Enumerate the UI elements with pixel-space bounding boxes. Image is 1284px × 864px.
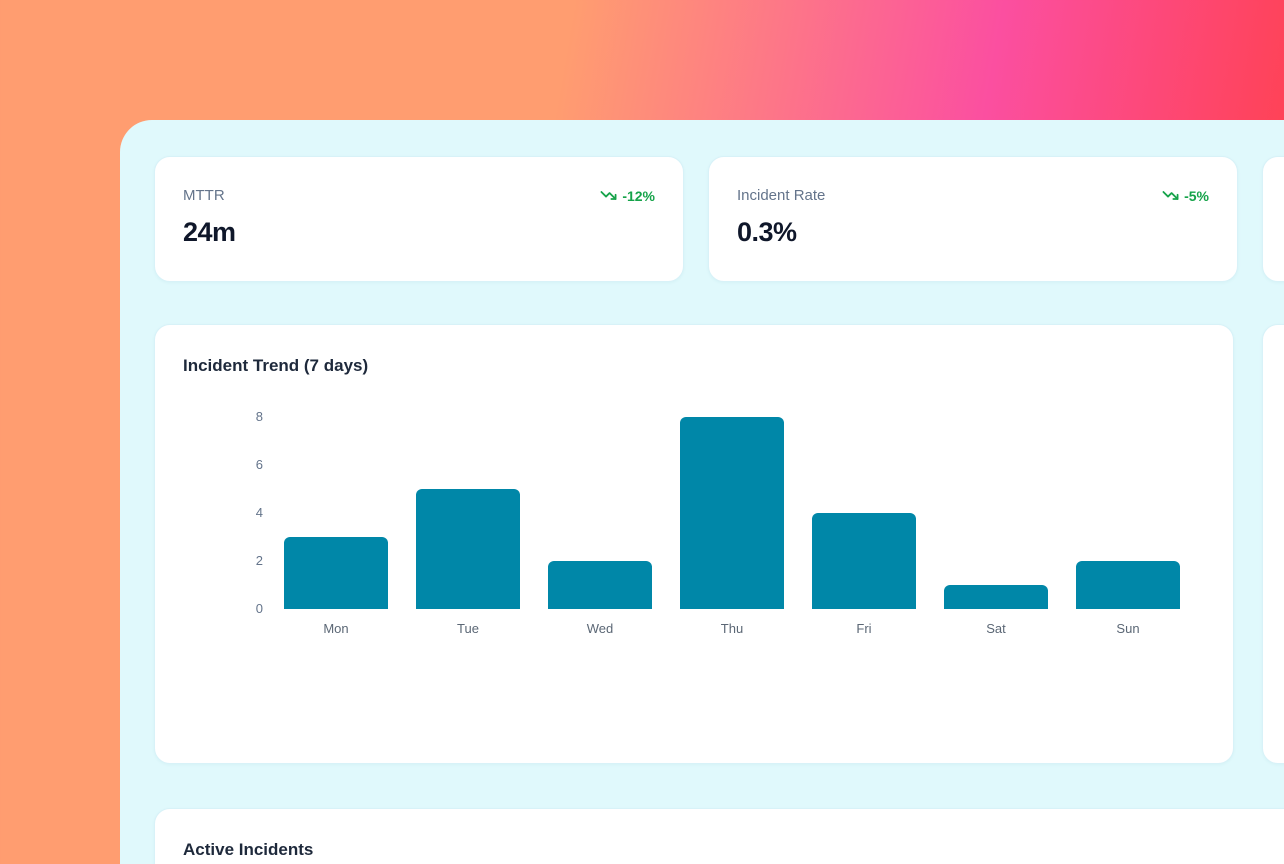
x-axis-label-mon: Mon (323, 621, 349, 636)
y-axis-tick-6: 6 (255, 457, 263, 472)
bar-wed[interactable] (548, 561, 652, 609)
stat-card-incident-rate: Incident Rate -5% 0.3% (708, 156, 1238, 282)
stat-trend-value: -5% (1184, 187, 1209, 204)
bar-fri[interactable] (812, 513, 916, 609)
active-incidents-card: Active Incidents (154, 808, 1284, 864)
y-axis-tick-8: 8 (255, 409, 263, 424)
x-axis-label-sat: Sat (986, 621, 1006, 636)
bar-mon[interactable] (284, 537, 388, 609)
y-axis-tick-4: 4 (255, 505, 263, 520)
x-axis-label-thu: Thu (720, 621, 744, 636)
chart-title: Incident Trend (7 days) (183, 356, 369, 375)
stat-card-header: Incident Rate -5% (737, 187, 1209, 205)
y-axis-tick-2: 2 (255, 553, 263, 568)
dashboard-panel: MTTR -12% 24m Incident Rate -5% 0.3% Inc… (120, 120, 1284, 864)
bar-thu[interactable] (680, 417, 784, 609)
stat-card-mttr: MTTR -12% 24m (154, 156, 684, 282)
stat-label: MTTR (183, 187, 225, 204)
stat-value: 24m (183, 217, 236, 247)
side-card-partial (1262, 324, 1284, 764)
incident-trend-card: Incident Trend (7 days) 0 2 4 6 8 Mon Tue Wed Th… (154, 324, 1234, 764)
bar-sun[interactable] (1076, 561, 1180, 609)
stat-trend-badge: -5% (1162, 187, 1209, 204)
trending-down-icon (1162, 191, 1179, 200)
stat-card-partial (1262, 156, 1284, 282)
x-axis-label-sun: Sun (1116, 621, 1140, 636)
active-incidents-title: Active Incidents (183, 840, 314, 859)
trending-down-icon (600, 191, 617, 200)
y-axis-tick-0: 0 (255, 601, 263, 616)
bar-sat[interactable] (944, 585, 1048, 609)
x-axis-label-fri: Fri (856, 621, 872, 636)
stat-trend-value: -12% (622, 187, 655, 204)
stat-label: Incident Rate (737, 187, 826, 204)
x-axis-label-tue: Tue (457, 621, 479, 636)
stat-trend-badge: -12% (600, 187, 655, 204)
bar-tue[interactable] (416, 489, 520, 609)
stat-value: 0.3% (737, 217, 797, 247)
x-axis-label-wed: Wed (586, 621, 614, 636)
stat-card-header: MTTR -12% (183, 187, 655, 205)
